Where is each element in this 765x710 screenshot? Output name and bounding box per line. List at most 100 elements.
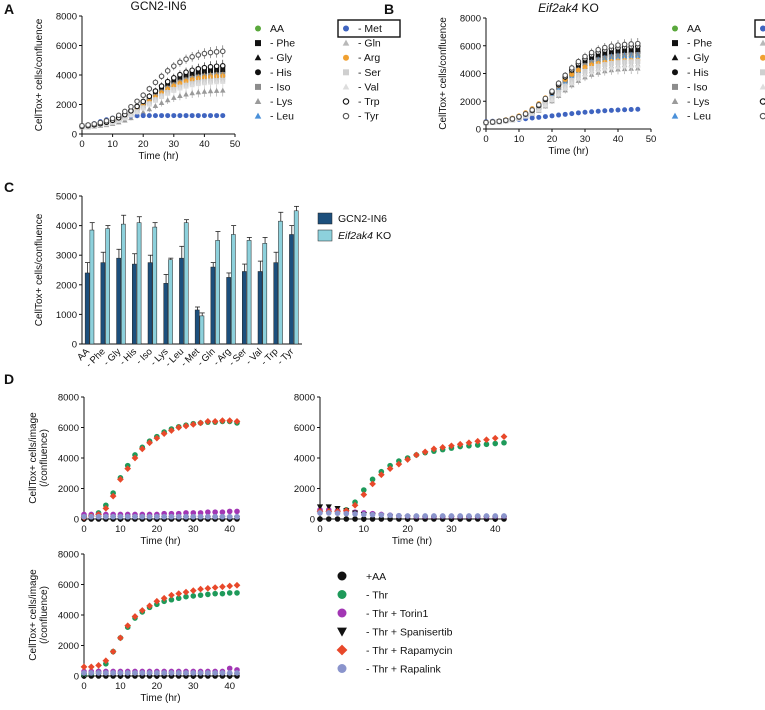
bar-gcn2-in6 — [179, 257, 184, 345]
legend-marker — [255, 40, 261, 47]
bar-eif2ak4-ko — [168, 259, 173, 345]
data-point — [146, 602, 153, 610]
data-point — [146, 101, 153, 107]
bar-eif2ak4-ko — [121, 223, 126, 345]
data-point — [575, 75, 582, 81]
panel-label-c: C — [4, 179, 14, 195]
data-point — [601, 44, 608, 51]
data-point — [474, 437, 482, 445]
data-point — [595, 108, 601, 114]
legend-label: - Met — [358, 23, 382, 35]
data-point — [175, 590, 183, 598]
data-point — [131, 454, 139, 462]
data-point — [369, 516, 376, 522]
data-point — [117, 513, 124, 520]
bar-eif2ak4-ko — [136, 222, 142, 345]
legend-highlight-box — [337, 19, 401, 38]
chart-a-gcn2-in6: 0 2000 4000 6000 8000 0 10 20 30 40 50 Time (hr) Cel… — [34, 0, 401, 162]
data-point — [80, 663, 88, 671]
legend-marker — [337, 627, 347, 637]
bar-gcn2-in6 — [84, 272, 90, 345]
data-point — [536, 107, 542, 113]
series-thr-rapalink — [81, 513, 240, 520]
data-point — [622, 107, 628, 113]
data-point — [117, 670, 124, 676]
data-point — [197, 670, 204, 676]
data-point — [183, 69, 189, 76]
data-point — [109, 648, 117, 655]
data-point — [103, 117, 110, 124]
x-tick-label: 30 — [580, 134, 591, 145]
data-point — [160, 594, 168, 602]
data-point — [421, 448, 429, 456]
data-point — [413, 513, 420, 519]
data-point — [95, 513, 102, 520]
data-point — [207, 64, 214, 70]
data-point — [171, 94, 177, 100]
legend-marker — [671, 98, 679, 105]
y-tick-label: 0 — [72, 340, 77, 351]
data-point — [549, 88, 555, 94]
data-point — [152, 103, 159, 109]
series-thr — [81, 418, 240, 519]
data-point — [212, 670, 218, 676]
x-tick-label: 40 — [613, 134, 624, 145]
data-point — [87, 663, 95, 671]
bar-eif2ak4-ko — [199, 315, 205, 345]
data-point — [81, 513, 87, 520]
data-point — [183, 513, 189, 520]
legend-label: - Leu — [270, 111, 294, 123]
data-point — [131, 613, 139, 620]
data-point — [352, 516, 358, 522]
data-point — [395, 460, 403, 468]
y-tick-label: 2000 — [460, 97, 481, 108]
data-point — [168, 591, 175, 599]
data-point — [226, 665, 233, 672]
data-point — [168, 670, 175, 676]
data-point — [483, 436, 490, 444]
data-point — [439, 443, 447, 451]
data-point — [219, 670, 226, 676]
data-point — [124, 465, 132, 473]
data-point — [628, 106, 634, 112]
legend-marker — [342, 112, 350, 120]
data-point — [483, 441, 490, 448]
data-point — [466, 513, 472, 519]
data-point — [175, 595, 182, 602]
legend-marker — [672, 25, 678, 32]
data-point — [152, 97, 159, 103]
data-point — [213, 49, 220, 55]
data-point — [588, 69, 595, 75]
data-point — [132, 670, 138, 676]
data-point — [212, 509, 218, 515]
data-point — [109, 492, 117, 500]
legend-d: +AA - Thr - Thr + Torin1 - Thr + Spaniserti… — [336, 571, 453, 676]
series-tyr — [483, 37, 641, 126]
legend: AA- Phe- Gly- His- Iso- Lys- Leu- Met- G… — [671, 19, 765, 123]
data-point — [152, 88, 159, 94]
data-point — [377, 471, 385, 479]
x-tick-label: 20 — [547, 134, 558, 145]
data-point — [171, 63, 177, 69]
data-point — [549, 113, 555, 119]
bar-gcn2-in6 — [147, 262, 153, 345]
x-axis-label: Time (hr) — [138, 151, 178, 162]
y-tick-label: 8000 — [58, 393, 79, 404]
data-point — [582, 53, 588, 60]
data-point — [360, 491, 368, 498]
data-point — [556, 112, 562, 118]
data-point — [79, 122, 85, 129]
x-tick-label: 20 — [138, 139, 149, 150]
data-point — [81, 670, 87, 676]
legend-marker — [337, 590, 347, 599]
series-thr-rapalink — [81, 670, 240, 676]
legend-label: - Leu — [687, 111, 711, 123]
data-point — [205, 670, 211, 676]
data-point — [168, 513, 175, 520]
legend-marker — [671, 112, 679, 119]
legend: AA- Phe- Gly- His- Iso- Lys- Leu- Met- G… — [254, 19, 401, 123]
x-tick-label: 50 — [230, 139, 241, 150]
x-axis-label: Time (hr) — [140, 693, 180, 704]
legend: GCN2-IN6 Eif2ak4 KO — [317, 212, 391, 242]
data-point — [134, 109, 140, 115]
